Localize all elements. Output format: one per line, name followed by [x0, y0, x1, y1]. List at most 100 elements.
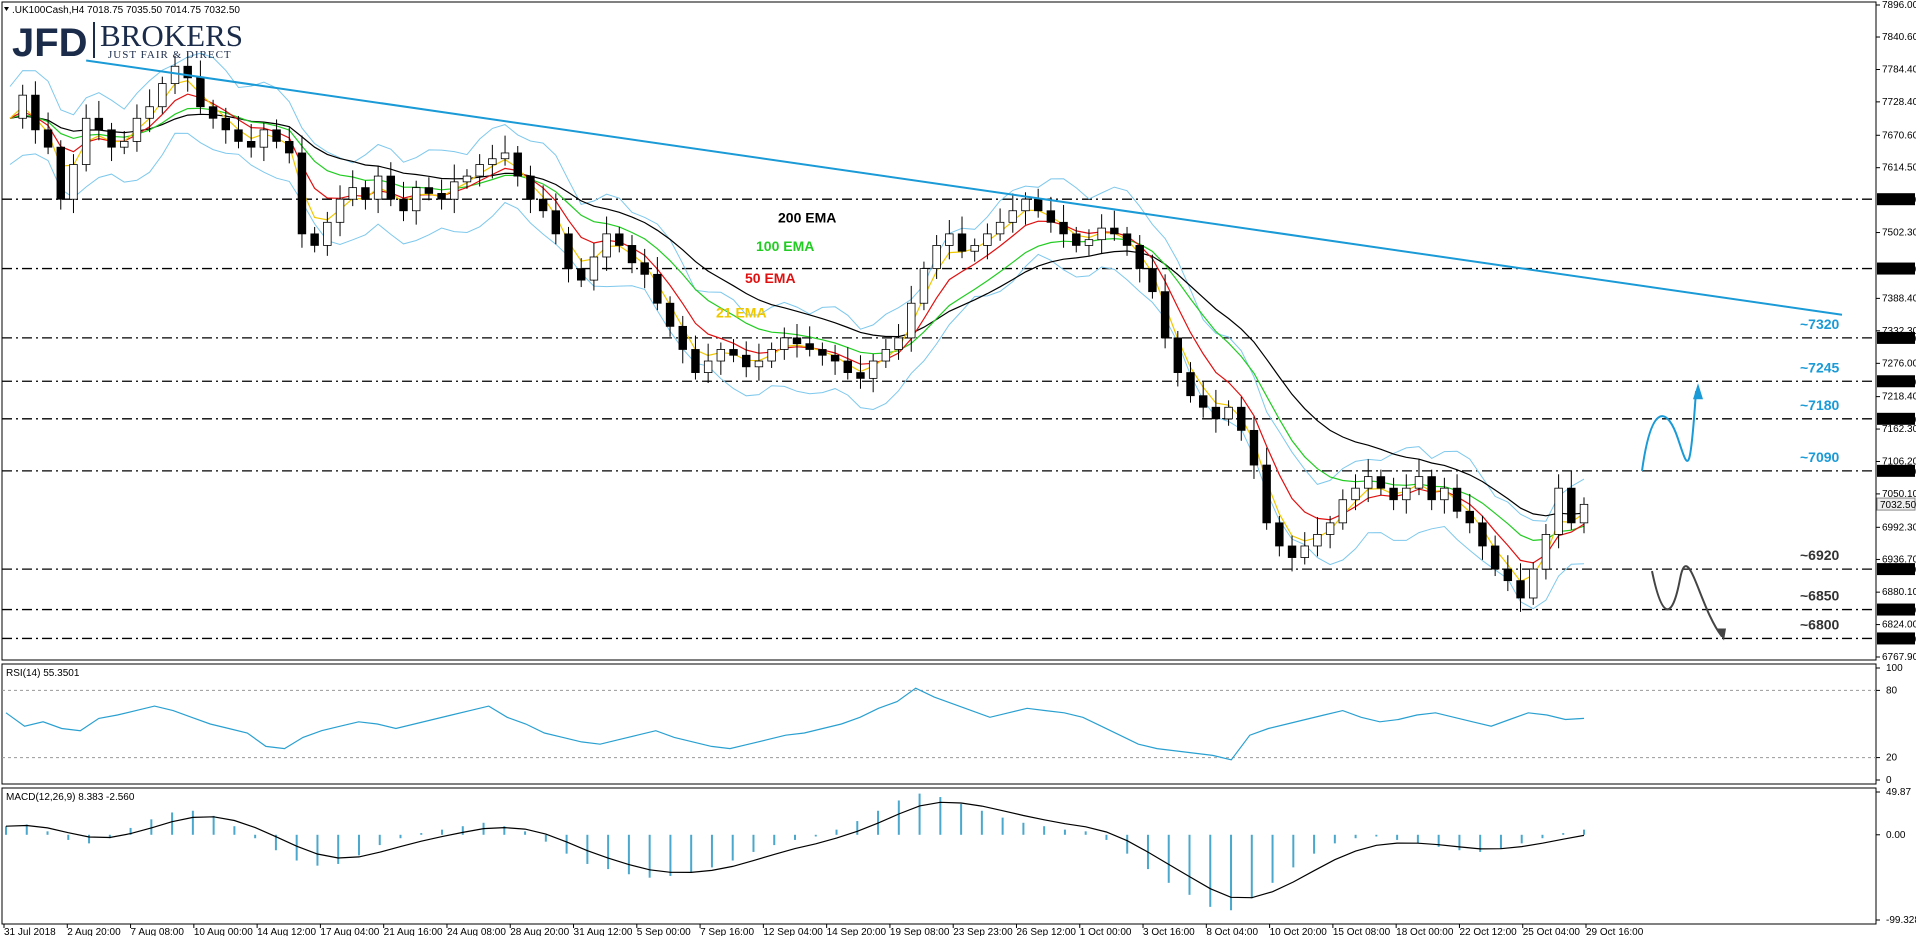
- logo-jfd: JFD: [12, 21, 88, 65]
- candle-bear: [1262, 464, 1271, 524]
- candle-bear: [1072, 233, 1081, 246]
- candle-bull: [475, 164, 484, 177]
- price-panel: [1, 1, 1877, 661]
- price-axis-label: 7896.00: [1882, 0, 1916, 11]
- x-axis-label: 19 Sep 08:00: [890, 927, 950, 936]
- candle-bear: [818, 349, 827, 356]
- x-axis-label: 18 Oct 00:00: [1396, 927, 1454, 936]
- logo-tagline: JUST FAIR & DIRECT: [108, 49, 232, 61]
- level-annotation: ~7320: [1800, 316, 1840, 332]
- bearish-arrowhead: [1716, 628, 1726, 641]
- rsi-axis-label: 100: [1886, 663, 1903, 674]
- x-axis-label: 1 Oct 00:00: [1080, 927, 1132, 936]
- candle-bull: [69, 164, 78, 200]
- candle-bear: [1135, 245, 1144, 269]
- price-axis-label: 7106.20: [1882, 456, 1916, 467]
- level-tag: [1877, 412, 1915, 425]
- candle-bull: [259, 129, 269, 148]
- candle-bear: [665, 302, 675, 327]
- level-tag-label: 7090.00: [1880, 467, 1916, 478]
- candle-bull: [703, 360, 713, 373]
- level-tag: [1877, 375, 1915, 388]
- candle-bull: [1351, 487, 1360, 501]
- x-axis-label: 15 Oct 08:00: [1333, 927, 1391, 936]
- x-axis-label: 2 Aug 20:00: [67, 927, 121, 936]
- candle-bear: [830, 354, 840, 362]
- candle-bull: [1021, 198, 1030, 212]
- candle-bull: [1325, 522, 1335, 535]
- candle-bull: [907, 302, 916, 339]
- candle-bull: [120, 140, 129, 148]
- logo-brokers: BROKERS: [100, 18, 243, 53]
- candle-bull: [589, 256, 599, 281]
- candle-bear: [805, 343, 814, 350]
- candle-bear: [1275, 522, 1284, 547]
- candle-bull: [1414, 476, 1424, 489]
- x-axis-label: 3 Oct 16:00: [1143, 927, 1195, 936]
- x-axis-label: 21 Aug 16:00: [384, 927, 443, 936]
- candle-bear: [1503, 568, 1513, 582]
- candle-bear: [742, 354, 751, 368]
- candle-bull: [158, 83, 167, 108]
- candle-bull: [1579, 503, 1589, 524]
- x-axis-label: 7 Aug 08:00: [131, 927, 185, 936]
- candle-bear: [107, 129, 116, 148]
- candle-bear: [513, 152, 522, 177]
- x-axis-label: 28 Aug 20:00: [510, 927, 569, 936]
- candle-bear: [551, 210, 561, 235]
- candle-bear: [1160, 291, 1170, 339]
- candle-bull: [462, 175, 472, 183]
- x-axis-label: 25 Oct 04:00: [1523, 927, 1581, 936]
- candle-bear: [221, 117, 230, 131]
- level-tag: [1877, 464, 1915, 477]
- price-axis-label: 6880.10: [1882, 587, 1916, 598]
- x-axis-label: 29 Oct 16:00: [1586, 927, 1644, 936]
- level-annotation: ~6850: [1800, 588, 1840, 604]
- candle-bear: [1173, 337, 1183, 373]
- x-axis-label: 31 Jul 2018: [4, 927, 56, 936]
- candle-bear: [678, 325, 687, 350]
- candle-bull: [145, 106, 154, 119]
- trendline: [86, 59, 1843, 316]
- level-tag-label: 7320.00: [1880, 334, 1916, 345]
- candle-bear: [297, 152, 307, 235]
- candle-bear: [1465, 510, 1474, 524]
- price-axis-label: 7784.40: [1882, 65, 1916, 76]
- price-axis-label: 7050.10: [1882, 489, 1916, 500]
- candle-bear: [310, 233, 319, 246]
- rsi-axis-label: 20: [1886, 753, 1898, 764]
- price-axis-label: 7388.40: [1882, 293, 1916, 304]
- candle-bear: [627, 245, 637, 264]
- candle-bull: [323, 221, 332, 246]
- level-tag-label: 7440.00: [1880, 265, 1916, 276]
- rsi-axis-label: 0: [1886, 775, 1892, 786]
- candle-bull: [919, 268, 929, 304]
- candle-bear: [234, 129, 243, 142]
- candle-bear: [272, 129, 281, 142]
- level-tag: [1877, 262, 1915, 275]
- candle-bull: [1097, 227, 1106, 241]
- macd-signal-line: [5, 801, 1585, 899]
- level-tag: [1877, 331, 1915, 344]
- macd-axis-label: 0.00: [1886, 830, 1906, 841]
- candle-bear: [386, 175, 396, 200]
- candle-bear: [285, 140, 294, 154]
- candle-bull: [1008, 210, 1017, 223]
- candle-bull: [1364, 476, 1373, 489]
- macd-title: MACD(12,26,9) 8.383 -2.560: [6, 792, 135, 803]
- bollinger-upper: [9, 52, 1585, 522]
- price-axis-label: 7218.40: [1882, 392, 1916, 403]
- candle-bear: [424, 187, 434, 194]
- price-axis-label: 7332.30: [1882, 326, 1916, 337]
- level-tag-label: 7245.00: [1880, 377, 1916, 388]
- level-tag: [1877, 603, 1915, 616]
- candle-bear: [1148, 268, 1157, 293]
- candle-bear: [94, 117, 104, 131]
- rsi-axis-label: 80: [1886, 685, 1898, 696]
- price-axis-label: 7840.60: [1882, 32, 1916, 43]
- candle-bull: [500, 152, 510, 160]
- x-axis-label: 14 Aug 12:00: [257, 927, 316, 936]
- candle-bear: [1376, 476, 1386, 489]
